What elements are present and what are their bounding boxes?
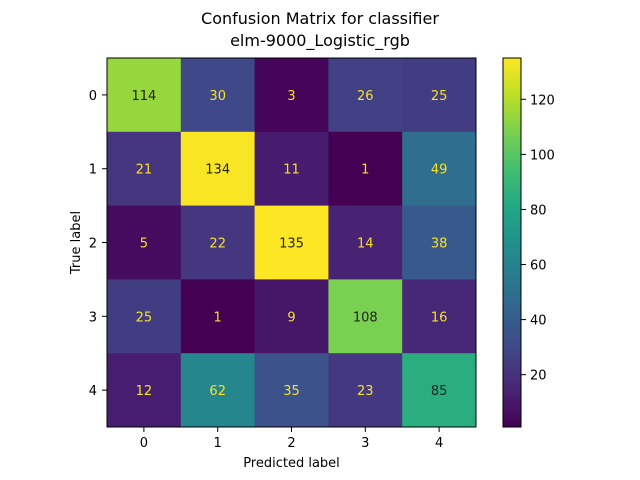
x-axis-label: Predicted label [243, 456, 340, 471]
heatmap-cell [107, 131, 182, 207]
cell-value-label: 49 [431, 163, 448, 178]
cell-value-label: 5 [140, 237, 148, 252]
cell-value-label: 25 [136, 310, 153, 325]
cell-value-label: 35 [283, 384, 300, 399]
y-tick-label: 2 [89, 237, 97, 252]
heatmap-cell [402, 279, 477, 354]
cell-value-label: 1 [361, 163, 369, 178]
cell-value-label: 23 [357, 384, 374, 399]
heatmap-cell [107, 58, 182, 133]
cell-value-label: 14 [357, 237, 374, 252]
cell-value-label: 25 [431, 89, 448, 104]
cell-value-label: 26 [357, 89, 374, 104]
cell-value-label: 9 [287, 310, 295, 325]
cell-value-label: 62 [209, 384, 226, 399]
heatmap-cell [402, 58, 477, 133]
x-tick-label: 1 [214, 436, 222, 451]
x-axis-ticks: 0 1 2 3 4 [140, 427, 443, 451]
heatmap-cell [254, 131, 329, 207]
heatmap-cell [402, 205, 477, 280]
colorbar [503, 58, 521, 427]
x-tick-label: 3 [361, 436, 369, 451]
heatmap-cell [180, 131, 256, 207]
heatmap-cell [180, 205, 256, 280]
heatmap-cell [107, 279, 182, 354]
colorbar-tick-label: 80 [530, 203, 547, 218]
heatmap-cell [180, 58, 256, 133]
heatmap-cell [328, 58, 403, 133]
colorbar-frame [502, 57, 522, 428]
y-tick-label: 3 [89, 310, 97, 325]
colorbar-ticks: 20 40 60 80 100 120 [521, 93, 555, 384]
y-tick-label: 4 [89, 384, 97, 399]
heatmap-cell [402, 131, 477, 207]
colorbar-tick-label: 100 [530, 148, 555, 163]
y-tick-label: 0 [89, 89, 97, 104]
cell-value-label: 108 [353, 310, 378, 325]
heatmap-cell [328, 205, 403, 280]
heatmap-cell [254, 353, 329, 428]
y-axis-label: True label [69, 211, 84, 275]
cell-value-label: 12 [136, 384, 153, 399]
cell-value-label: 22 [209, 237, 226, 252]
heatmap-cell [328, 131, 403, 207]
heatmap-cell [180, 279, 256, 354]
heatmap-cell [402, 353, 477, 428]
heatmap-cell [254, 58, 329, 133]
cell-value-label: 85 [431, 384, 448, 399]
chart-title-line-1: Confusion Matrix for classifier [201, 9, 439, 28]
cell-value-label: 16 [431, 310, 448, 325]
cell-value-label: 21 [136, 163, 153, 178]
cell-value-label: 11 [283, 163, 300, 178]
heatmap-cell [254, 279, 329, 354]
colorbar-tick-label: 120 [530, 93, 555, 108]
x-tick-label: 2 [287, 436, 295, 451]
heatmap-cell [180, 353, 256, 428]
cell-value-label: 114 [131, 89, 156, 104]
chart-title-line-2: elm-9000_Logistic_rgb [230, 31, 410, 51]
cell-value-label: 3 [287, 89, 295, 104]
colorbar-tick-label: 40 [530, 314, 547, 329]
heatmap-cell [107, 353, 182, 428]
x-tick-label: 4 [435, 436, 443, 451]
colorbar-tick-label: 20 [530, 369, 547, 384]
cell-value-label: 30 [209, 89, 226, 104]
x-tick-label: 0 [140, 436, 148, 451]
heatmap-cell [328, 353, 403, 428]
heatmap-cell [328, 279, 403, 354]
cell-value-label: 135 [279, 237, 304, 252]
heatmap-cell [107, 205, 182, 280]
cell-value-label: 134 [205, 163, 230, 178]
colorbar-tick-label: 60 [530, 259, 547, 274]
cell-value-label: 38 [431, 237, 448, 252]
cell-value-label: 1 [214, 310, 222, 325]
heatmap-cell [254, 205, 329, 280]
y-tick-label: 1 [89, 163, 97, 178]
y-axis-ticks: 0 1 2 3 4 [89, 89, 107, 399]
